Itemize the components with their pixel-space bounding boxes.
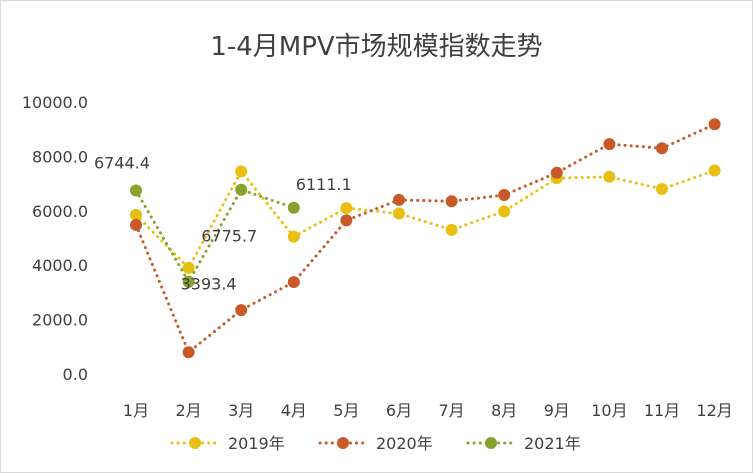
data-point — [287, 201, 300, 214]
x-tick-label: 3月 — [228, 401, 254, 420]
data-point — [445, 195, 458, 208]
data-point — [393, 207, 405, 220]
legend-label: 2020年 — [376, 434, 433, 453]
y-tick-label: 2000.0 — [32, 311, 88, 330]
data-point — [182, 346, 195, 359]
legend-marker — [189, 437, 201, 449]
data-point — [235, 165, 248, 178]
x-tick-label: 12月 — [696, 401, 732, 420]
x-tick-label: 11月 — [644, 401, 680, 420]
data-point — [603, 138, 616, 151]
data-point — [393, 193, 405, 206]
data-point — [656, 142, 668, 155]
data-point — [656, 183, 668, 196]
y-tick-label: 10000.0 — [22, 93, 88, 112]
x-tick-label: 2月 — [176, 401, 202, 420]
chart-title: 1-4月MPV市场规模指数走势 — [210, 32, 543, 62]
data-point — [708, 118, 721, 131]
data-label: 6111.1 — [296, 175, 352, 194]
x-tick-label: 4月 — [281, 401, 307, 420]
legend-label: 2019年 — [228, 434, 285, 453]
data-point — [235, 183, 248, 196]
data-point — [130, 218, 142, 231]
data-point — [235, 304, 248, 317]
data-label: 3393.4 — [181, 275, 237, 294]
x-tick-label: 9月 — [544, 401, 570, 420]
data-point — [498, 189, 511, 202]
data-point — [130, 184, 142, 197]
legend-marker — [337, 437, 349, 449]
data-point — [445, 223, 458, 236]
series-line-2019年 — [134, 168, 717, 271]
data-point — [182, 275, 195, 288]
data-point — [340, 202, 353, 215]
data-point — [182, 261, 195, 274]
x-tick-label: 10月 — [591, 401, 627, 420]
data-label: 6775.7 — [201, 227, 257, 246]
series-line-2021年 — [134, 187, 296, 285]
y-tick-label: 8000.0 — [32, 147, 88, 166]
data-point — [340, 214, 353, 227]
data-point — [708, 164, 721, 177]
legend-label: 2021年 — [524, 434, 581, 453]
y-tick-label: 6000.0 — [32, 202, 88, 221]
x-tick-label: 8月 — [491, 401, 517, 420]
x-tick-label: 1月 — [123, 401, 149, 420]
x-tick-label: 5月 — [333, 401, 359, 420]
legend-marker — [485, 437, 497, 449]
y-tick-label: 0.0 — [63, 365, 88, 384]
data-point — [130, 208, 142, 221]
series-line-2020年 — [134, 122, 717, 355]
x-tick-label: 7月 — [439, 401, 465, 420]
data-point — [287, 230, 300, 243]
y-tick-label: 4000.0 — [32, 256, 88, 275]
data-point — [550, 166, 563, 179]
data-point — [287, 276, 300, 289]
data-point — [603, 170, 616, 183]
data-label: 6744.4 — [94, 154, 150, 173]
x-tick-label: 6月 — [386, 401, 412, 420]
data-point — [498, 205, 511, 218]
